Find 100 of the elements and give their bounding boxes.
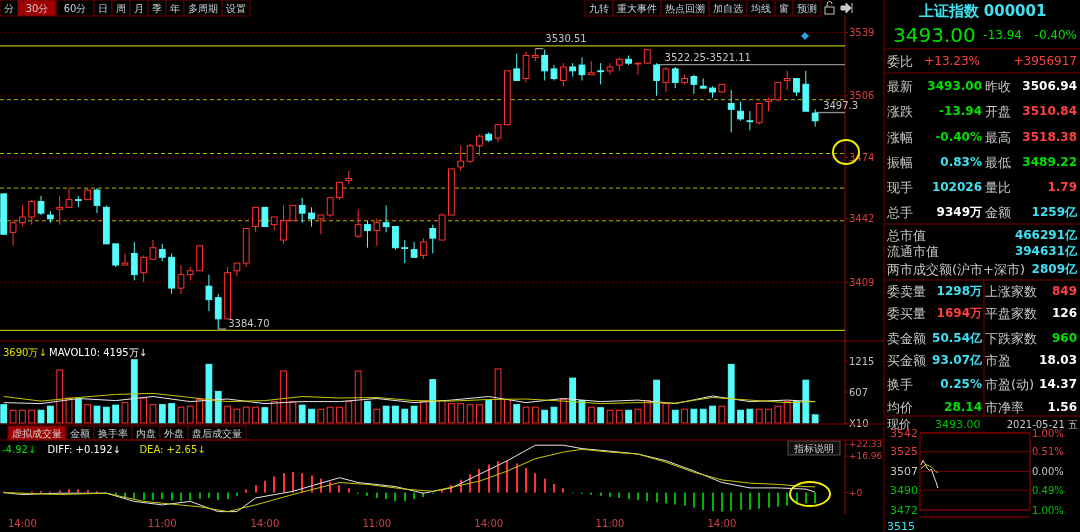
text: 1.56 <box>1047 400 1077 414</box>
text: 均价 <box>886 399 913 415</box>
bar <box>730 492 732 511</box>
bar <box>264 480 266 493</box>
x-tick-label: 14:00 <box>707 517 737 529</box>
candlestick <box>280 204 287 245</box>
text: 总手 <box>886 204 913 220</box>
candlestick <box>401 239 409 264</box>
bar <box>280 370 287 424</box>
text: 849 <box>1051 284 1077 298</box>
text: 日 <box>98 3 108 14</box>
text: 2021-05-21 五 <box>1006 418 1078 430</box>
candlestick <box>373 218 381 247</box>
x-tick-label: 14:00 <box>7 517 37 529</box>
text: 3510.84 <box>1022 104 1077 118</box>
candlestick <box>783 70 791 91</box>
y-tick-label: 3442 <box>849 213 875 225</box>
bar <box>600 492 602 496</box>
text: 外盘 <box>164 428 184 439</box>
bar <box>737 409 744 424</box>
candlestick <box>671 66 679 89</box>
text: 3493.00 <box>927 79 982 93</box>
bar <box>199 492 201 500</box>
candlestick <box>410 241 418 258</box>
text: 换手率 <box>98 428 128 439</box>
bar <box>768 492 770 508</box>
bar <box>718 405 726 424</box>
bar <box>366 492 368 496</box>
text: 960 <box>1051 331 1077 345</box>
bar <box>811 414 819 424</box>
y2-tick-label: 1.00% <box>1032 427 1064 439</box>
bar <box>46 405 54 424</box>
candlestick <box>513 53 521 81</box>
text: 金额 <box>70 428 90 439</box>
text: 委比 <box>887 53 913 69</box>
bar <box>681 408 688 424</box>
candlestick <box>746 110 754 131</box>
candlestick <box>662 66 670 93</box>
y2-tick-label: 0.00% <box>1032 466 1064 477</box>
candlestick <box>298 197 306 224</box>
candlestick <box>28 199 36 226</box>
bar <box>637 492 639 501</box>
text: 18.03 <box>1039 353 1077 367</box>
candlestick <box>252 206 259 233</box>
text: 热点回溯 <box>665 3 705 14</box>
bar <box>289 401 297 424</box>
bar <box>783 401 791 424</box>
bar <box>336 406 343 424</box>
x-tick-label: 14:00 <box>474 517 504 529</box>
bar <box>292 472 294 493</box>
bar <box>68 489 70 493</box>
y-tick-label: 3525 <box>890 445 918 459</box>
bar <box>152 492 154 501</box>
bar <box>712 492 714 511</box>
candlestick <box>130 241 138 281</box>
bar <box>587 406 595 424</box>
bar <box>140 397 148 424</box>
bar <box>404 492 406 502</box>
candlestick <box>364 220 371 249</box>
text: 窗 <box>779 3 789 14</box>
bar <box>618 492 620 498</box>
text: 市盈(动) <box>985 376 1035 392</box>
bar <box>531 406 539 424</box>
text: 委买量 <box>887 305 926 321</box>
text: 2809亿 <box>1031 262 1078 276</box>
bar <box>59 490 61 493</box>
bar <box>746 408 754 424</box>
text: 上证指数 000001 <box>917 2 1047 20</box>
bar <box>525 467 527 493</box>
line-series <box>920 464 939 474</box>
candlestick <box>634 62 642 76</box>
text: 两市成交额(沪市+深市) <box>887 261 1026 277</box>
y-tick-label: +22.33 <box>849 439 883 450</box>
bar <box>758 492 760 509</box>
text: 3493.00 <box>935 417 981 431</box>
y-tick-label: X10 <box>849 417 869 429</box>
text: 盘后成交量 <box>192 428 242 439</box>
x-tick-label: 11:00 <box>147 517 177 529</box>
bar <box>382 405 390 424</box>
text: 季 <box>152 3 162 14</box>
bar <box>261 407 269 424</box>
bar <box>544 478 546 493</box>
bar <box>494 368 502 424</box>
y2-tick-label: 0.49% <box>1032 484 1064 496</box>
candlestick <box>214 293 222 330</box>
text: 九转 <box>589 3 609 14</box>
bar <box>740 492 742 510</box>
text: 分 <box>4 3 14 14</box>
bar <box>721 492 723 512</box>
ref-line-label: 3522.25-3521.11 <box>664 52 751 64</box>
bar <box>77 489 79 493</box>
bar <box>749 492 751 510</box>
bar <box>74 398 82 424</box>
candlestick <box>121 252 129 266</box>
text: 金额 <box>985 204 1011 220</box>
text: 月 <box>134 3 144 14</box>
bar <box>553 483 555 493</box>
x-tick-label: 11:00 <box>595 517 625 529</box>
line-series <box>920 460 939 489</box>
y2-tick-label: 0.51% <box>1032 446 1064 458</box>
